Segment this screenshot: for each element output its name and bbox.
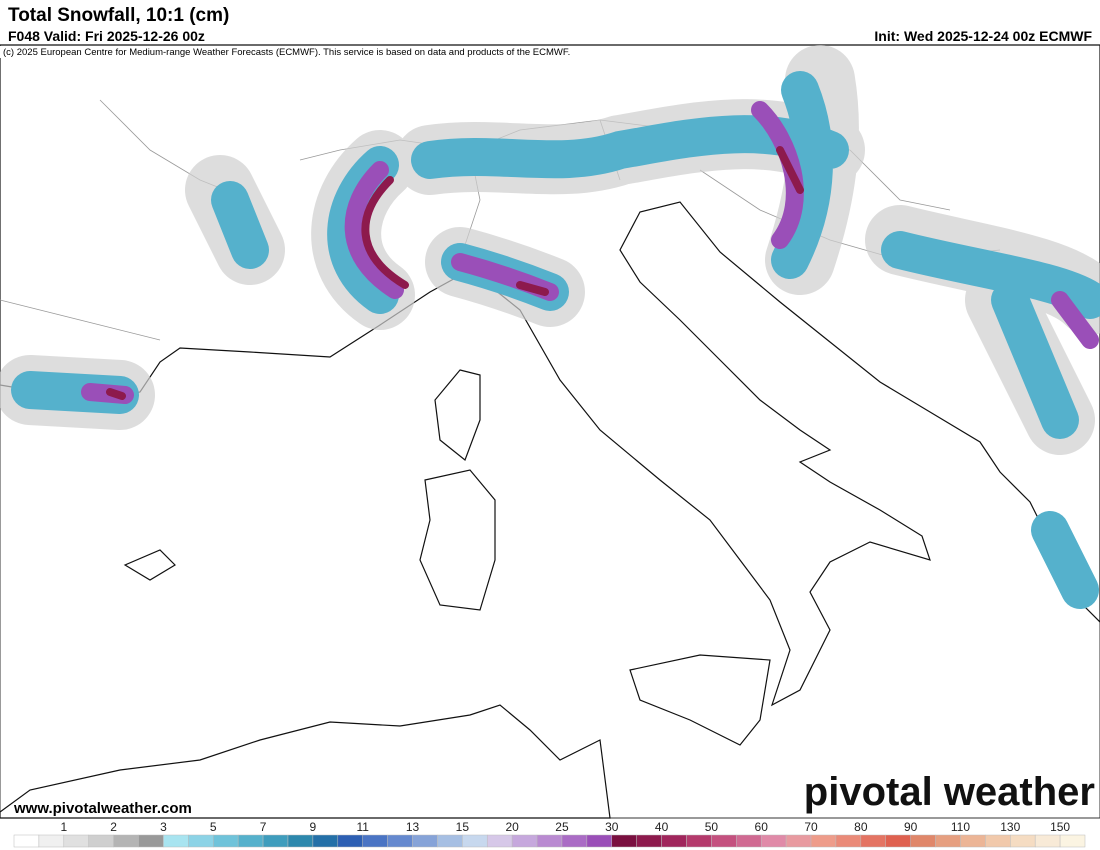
legend-swatch — [1034, 834, 1061, 848]
legend-swatch — [985, 834, 1011, 848]
legend-swatch — [536, 834, 563, 848]
legend-swatch — [113, 834, 139, 848]
legend-label: 50 — [705, 820, 719, 834]
legend-swatch — [686, 834, 712, 848]
title: Total Snowfall, 10:1 (cm) — [8, 5, 229, 26]
mallorca — [123, 549, 176, 581]
legend-label: 70 — [804, 820, 818, 834]
legend-label: 150 — [1050, 820, 1070, 834]
legend-label: 13 — [406, 820, 420, 834]
legend-swatch — [412, 834, 438, 848]
legend-label: 110 — [951, 820, 970, 834]
legend-swatch — [636, 834, 662, 848]
legend-swatch — [38, 834, 65, 848]
legend-label: 20 — [505, 820, 519, 834]
legend-swatch — [611, 834, 637, 848]
legend-swatch — [910, 834, 936, 848]
legend-label: 90 — [904, 820, 918, 834]
legend-swatch — [960, 834, 986, 848]
legend-swatch — [586, 834, 613, 848]
legend-swatch — [437, 834, 463, 848]
legend-swatch — [188, 834, 214, 848]
map — [0, 44, 1100, 819]
legend-label: 15 — [456, 820, 470, 834]
sardinia — [419, 469, 496, 611]
legend-label: 9 — [310, 820, 317, 834]
legend-swatch — [138, 834, 164, 848]
legend-label: 30 — [605, 820, 619, 834]
legend-swatch — [711, 834, 737, 848]
legend-label: 60 — [755, 820, 769, 834]
legend-swatch — [387, 834, 413, 848]
snowfall — [0, 45, 1100, 609]
legend-label: 80 — [854, 820, 868, 834]
legend-swatch — [312, 834, 339, 848]
snow-heavy — [106, 146, 804, 400]
logo: pivotal weather — [804, 770, 1095, 814]
legend-swatch — [337, 834, 363, 848]
legend-swatch — [486, 834, 513, 848]
legend-swatch — [860, 834, 886, 848]
legend-label: 130 — [1000, 820, 1020, 834]
legend-swatch — [885, 834, 911, 848]
legend-swatch — [760, 834, 787, 848]
site-url: www.pivotalweather.com — [13, 800, 192, 817]
legend-label: 11 — [356, 820, 369, 834]
valid-time: F048 Valid: Fri 2025-12-26 00z — [8, 28, 205, 44]
legend-label: 5 — [210, 820, 217, 834]
legend-swatch — [287, 834, 314, 848]
legend-swatch — [511, 834, 538, 848]
legend-swatch — [736, 834, 762, 848]
copyright: (c) 2025 European Centre for Medium-rang… — [3, 47, 570, 58]
legend-swatch — [262, 834, 289, 848]
africa — [0, 704, 611, 819]
legend-swatch — [63, 834, 89, 848]
legend-swatch — [88, 834, 114, 848]
legend-swatch — [13, 834, 40, 848]
legend-swatch — [362, 834, 388, 848]
legend-swatch — [1010, 834, 1036, 848]
legend-swatch — [935, 834, 961, 848]
legend-label: 2 — [110, 820, 117, 834]
legend-label: 7 — [260, 820, 267, 834]
init-time: Init: Wed 2025-12-24 00z ECMWF — [874, 28, 1092, 44]
sicily — [629, 654, 771, 746]
legend-swatch — [661, 834, 687, 848]
copyright-bg — [0, 46, 612, 58]
legend-label: 1 — [60, 820, 67, 834]
legend-swatch — [163, 834, 189, 848]
legend-swatch — [561, 834, 588, 848]
corsica — [434, 369, 481, 461]
color-legend: 1 2 3 5 7 9 11 13 15 20 25 30 40 50 60 70 80 90 110 130 150 — [13, 820, 1086, 848]
legend-swatch — [462, 834, 488, 848]
legend-swatch — [1059, 834, 1086, 848]
legend-swatch — [835, 834, 862, 848]
legend-swatch — [213, 834, 239, 848]
legend-label: 25 — [555, 820, 569, 834]
legend-swatch — [810, 834, 837, 848]
legend-label: 3 — [160, 820, 167, 834]
legend-swatch — [237, 834, 264, 848]
legend-swatch — [785, 834, 812, 848]
legend-label: 40 — [655, 820, 669, 834]
